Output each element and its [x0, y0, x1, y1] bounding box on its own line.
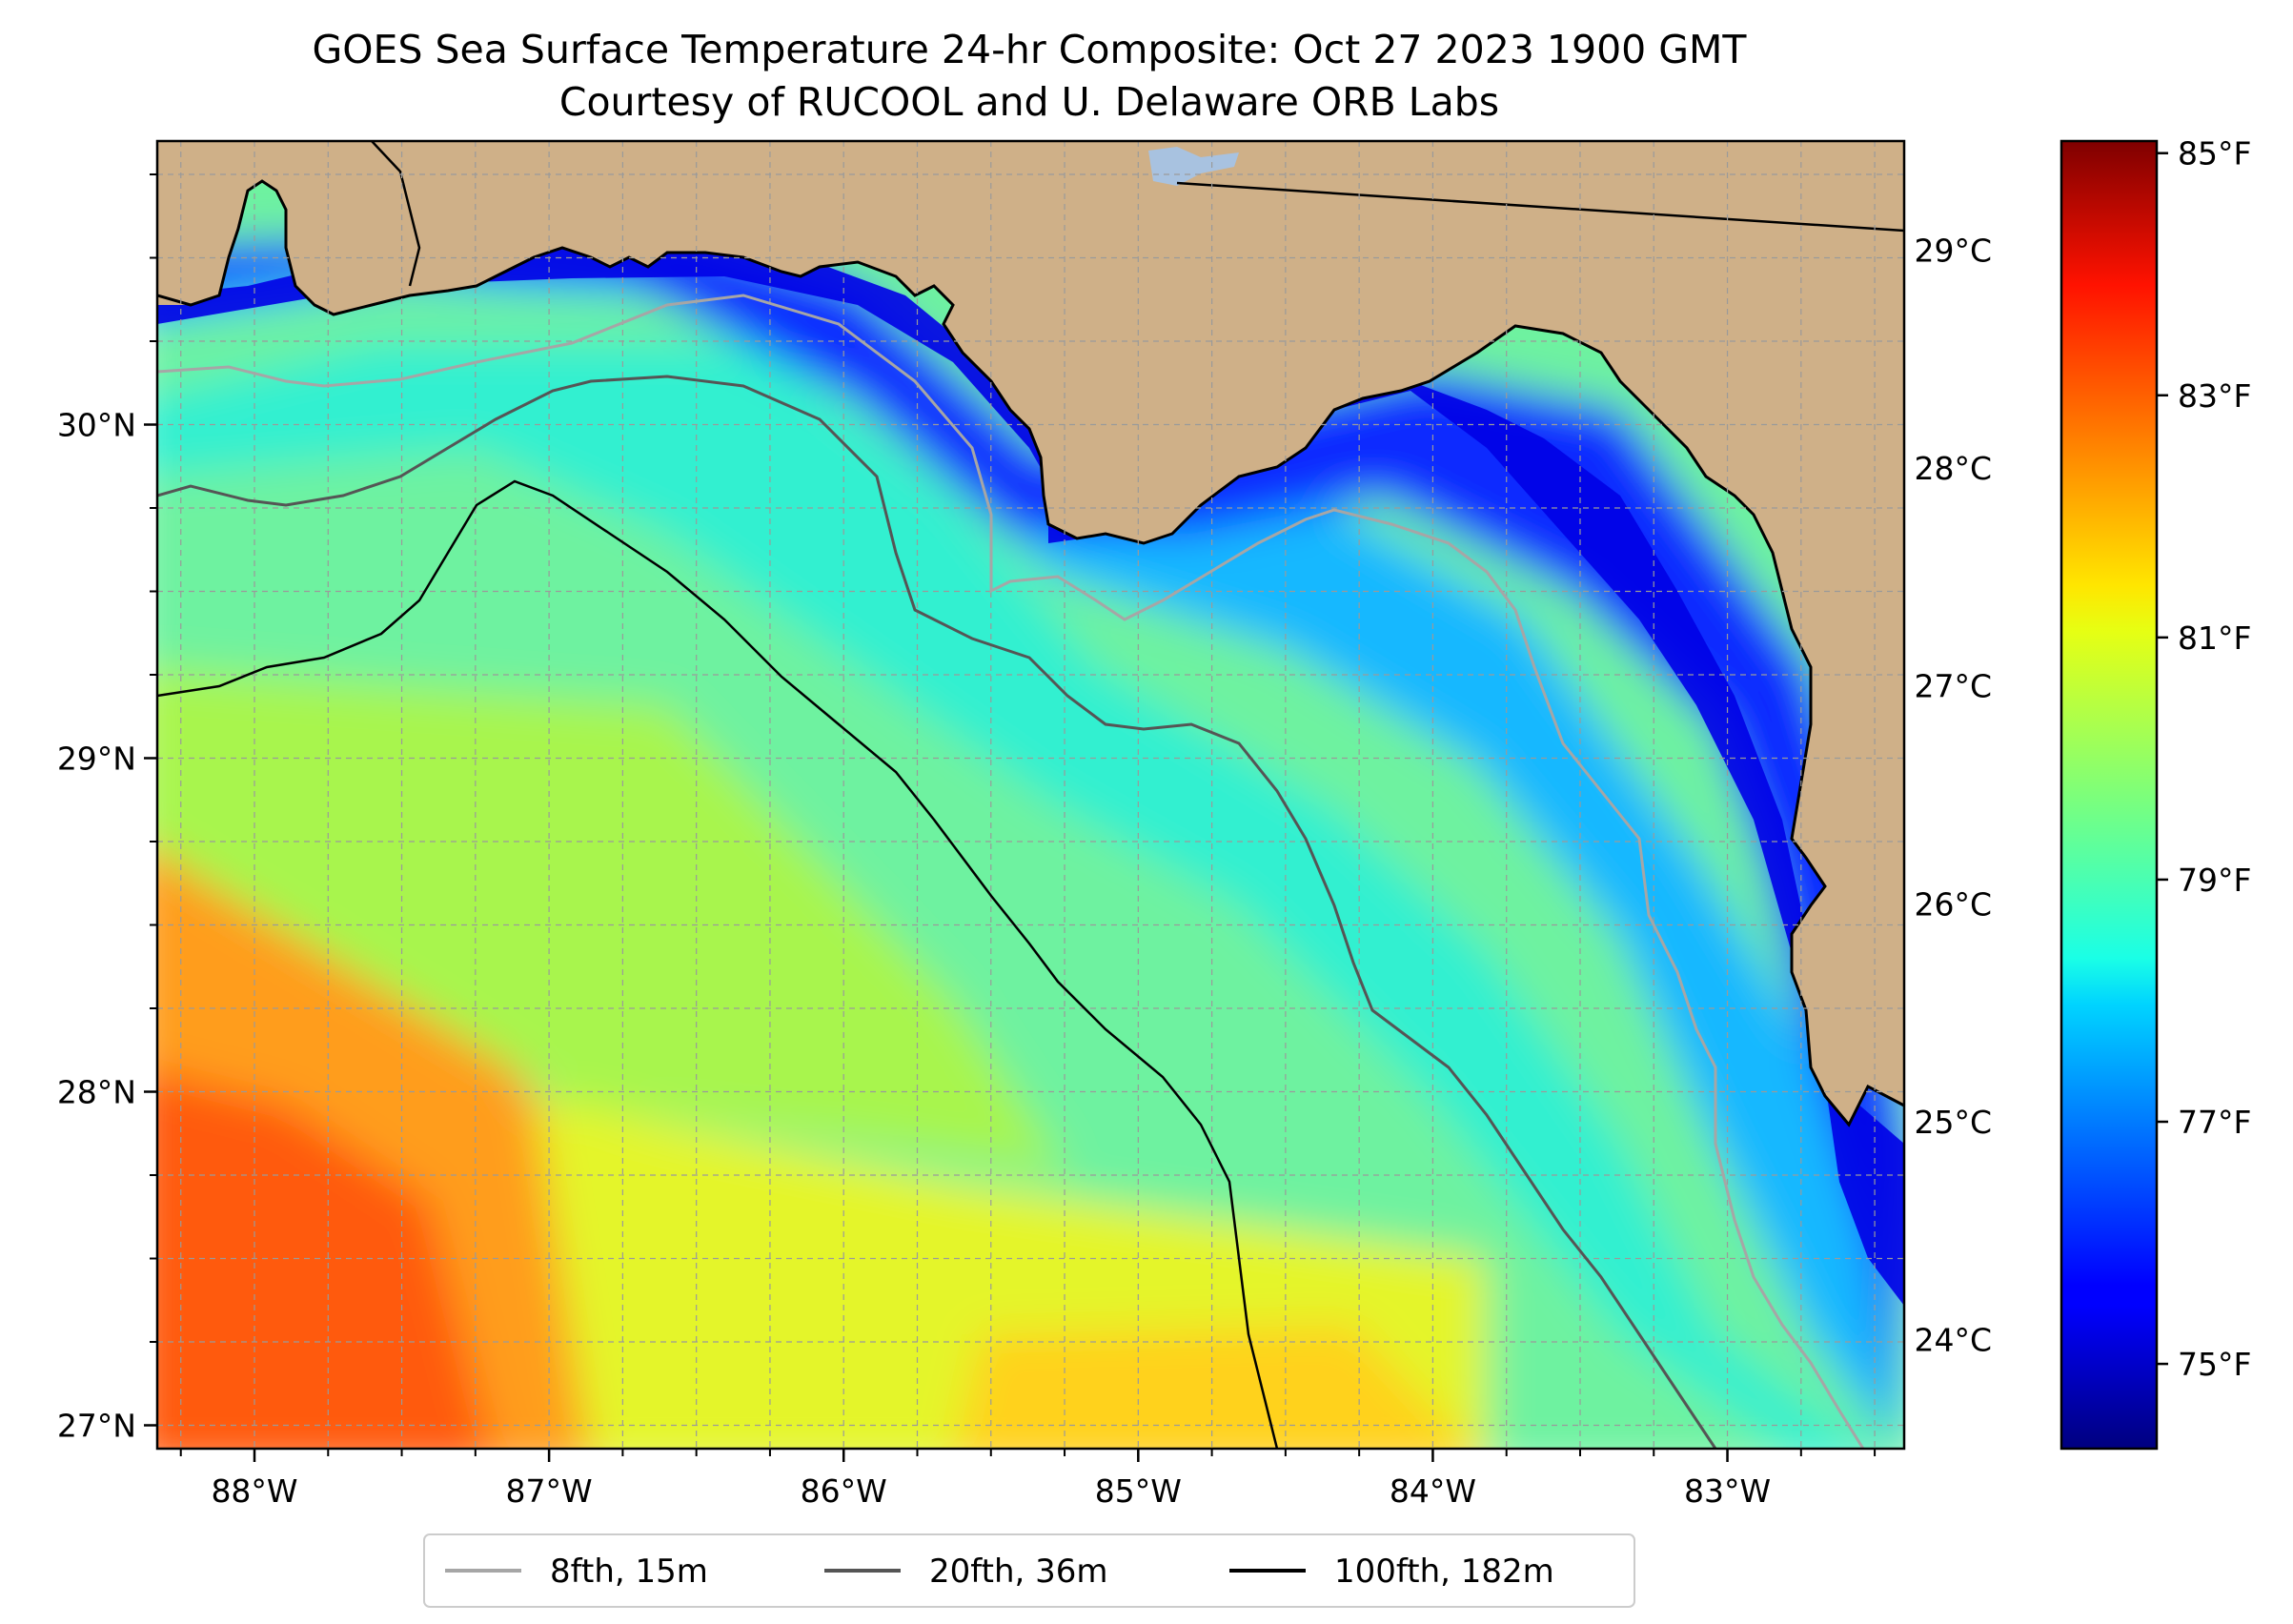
lon-tick-label: 86°W [801, 1472, 887, 1510]
legend-box [423, 1533, 1635, 1608]
colorbar: 24°C 25°C 26°C 27°C 28°C 29°C 75°F 77°F 79°F 81°… [1914, 135, 2251, 1451]
longitude-axis: 88°W 87°W 86°W 85°W 84°W 83°W [179, 1449, 1877, 1510]
legend-label-8fth: 8fth, 15m [550, 1553, 708, 1591]
state-boundary-ga-fl [1176, 181, 1904, 233]
lon-tick-label: 87°W [506, 1472, 593, 1510]
gridlines [157, 141, 1904, 1449]
state-boundary-al-fl [371, 141, 421, 287]
celsius-tick-label: 25°C [1914, 1104, 1992, 1141]
celsius-tick-label: 29°C [1914, 232, 1992, 269]
coastline [157, 179, 1904, 1127]
isobath-20fth [157, 375, 1717, 1449]
celsius-tick-label: 24°C [1914, 1322, 1992, 1359]
legend-label-20fth: 20fth, 36m [929, 1553, 1108, 1591]
celsius-tick-label: 28°C [1914, 450, 1992, 487]
lake [1148, 147, 1239, 186]
fahrenheit-tick-label: 75°F [2178, 1346, 2251, 1383]
celsius-tick-label: 27°C [1914, 668, 1992, 705]
lat-tick-label: 30°N [57, 407, 136, 444]
legend-label-100fth: 100fth, 182m [1334, 1553, 1554, 1591]
lat-tick-label: 29°N [57, 741, 136, 778]
isobath-100fth [157, 479, 1279, 1449]
land-mass [157, 141, 1904, 1125]
map-panel [157, 141, 1904, 1449]
fahrenheit-tick-label: 81°F [2178, 619, 2251, 657]
colorbar-ramp [2060, 139, 2159, 1451]
lon-tick-label: 84°W [1390, 1472, 1476, 1510]
celsius-tick-label: 26°C [1914, 885, 1992, 923]
lon-tick-label: 88°W [211, 1472, 297, 1510]
fahrenheit-tick-label: 77°F [2178, 1104, 2251, 1141]
nearshore-cold-water [157, 233, 1904, 1306]
lon-tick-label: 83°W [1684, 1472, 1771, 1510]
latitude-axis: 30°N 29°N 28°N 27°N [57, 173, 157, 1445]
isobath-8fth [157, 294, 1865, 1449]
colorbar-fahrenheit-ticks: 75°F 77°F 79°F 81°F 83°F 85°F [2157, 135, 2251, 1383]
lat-tick-label: 28°N [57, 1074, 136, 1111]
colorbar-celsius-ticks: 24°C 25°C 26°C 27°C 28°C 29°C [1914, 232, 1992, 1358]
fahrenheit-tick-label: 83°F [2178, 377, 2251, 415]
fahrenheit-tick-label: 79°F [2178, 862, 2251, 899]
lon-tick-label: 85°W [1095, 1472, 1182, 1510]
map-title-line-1: GOES Sea Surface Temperature 24-hr Compo… [313, 27, 1748, 72]
lat-tick-label: 27°N [57, 1408, 136, 1445]
fahrenheit-tick-label: 85°F [2178, 135, 2251, 173]
map-title-line-2: Courtesy of RUCOOL and U. Delaware ORB L… [559, 79, 1499, 125]
isobath-legend: 8fth, 15m 20fth, 36m 100fth, 182m [423, 1533, 1635, 1608]
map-frame [155, 139, 1906, 1451]
